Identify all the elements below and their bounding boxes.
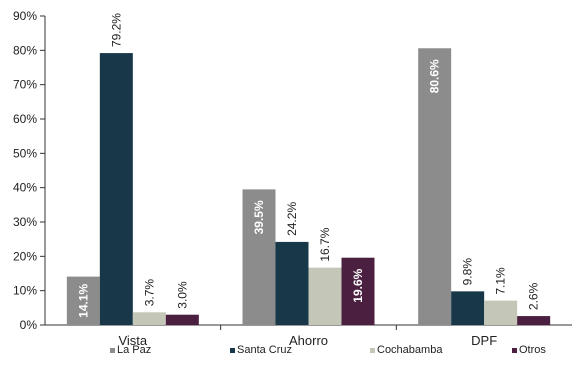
data-label: 9.8% xyxy=(461,258,475,286)
data-label: 16.7% xyxy=(318,227,332,261)
legend-swatch xyxy=(230,348,235,353)
y-tick-label: 40% xyxy=(13,181,37,195)
legend-entry: La Paz xyxy=(117,344,151,356)
data-label: 79.2% xyxy=(109,13,123,47)
legend-swatch xyxy=(512,348,517,353)
bar xyxy=(484,300,518,325)
data-label: 80.6% xyxy=(428,59,442,93)
data-label: 7.1% xyxy=(494,267,508,295)
bar xyxy=(451,291,485,325)
y-tick-label: 80% xyxy=(13,43,37,57)
y-tick-label: 30% xyxy=(13,215,37,229)
y-tick-label: 50% xyxy=(13,146,37,160)
y-tick-label: 0% xyxy=(20,318,38,332)
data-label: 24.2% xyxy=(285,202,299,236)
category-label: Vista xyxy=(118,333,147,348)
legend-swatch xyxy=(110,348,115,353)
bar xyxy=(275,241,309,325)
bar xyxy=(165,314,199,325)
bar xyxy=(308,267,342,325)
legend-entry: Otros xyxy=(519,344,546,356)
data-label: 14.1% xyxy=(76,283,90,317)
bar xyxy=(341,257,375,325)
category-label: DPF xyxy=(471,333,497,348)
bar xyxy=(99,53,133,326)
category-label: Ahorro xyxy=(289,333,328,348)
y-tick-label: 20% xyxy=(13,249,37,263)
legend-swatch xyxy=(370,348,375,353)
data-label: 2.6% xyxy=(527,282,541,310)
data-label: 3.7% xyxy=(142,279,156,307)
legend-entry: Santa Cruz xyxy=(237,344,292,356)
data-label: 3.0% xyxy=(175,281,189,309)
bar xyxy=(517,316,551,325)
bar xyxy=(242,189,276,325)
bar xyxy=(66,276,100,325)
bar xyxy=(418,48,452,325)
y-tick-label: 60% xyxy=(13,112,37,126)
y-tick-label: 70% xyxy=(13,78,37,92)
legend-entry: Cochabamba xyxy=(377,344,443,356)
y-tick-label: 10% xyxy=(13,284,37,298)
data-label: 19.6% xyxy=(351,268,365,302)
bar xyxy=(132,312,166,325)
y-tick-label: 90% xyxy=(13,9,37,23)
data-label: 39.5% xyxy=(252,200,266,234)
